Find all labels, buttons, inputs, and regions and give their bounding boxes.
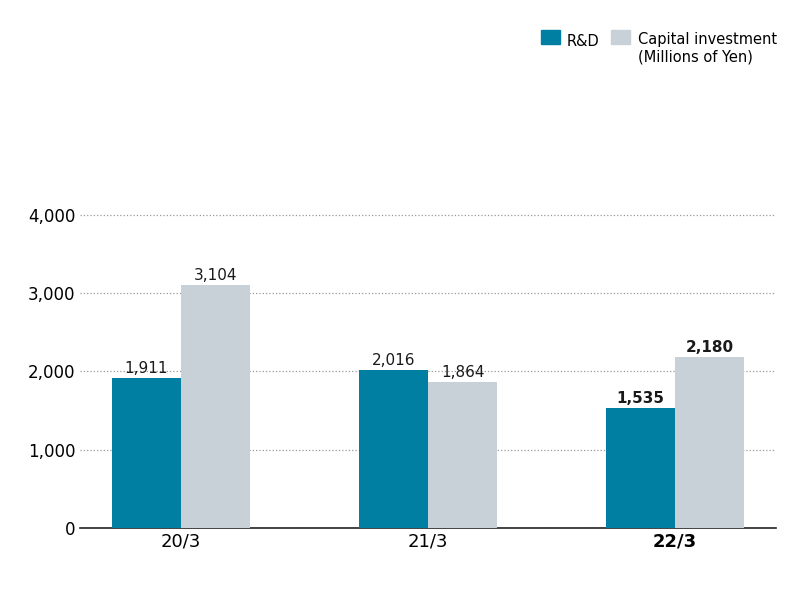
Bar	[675, 358, 744, 528]
Legend: R&D, Capital investment
(Millions of Yen): R&D, Capital investment (Millions of Yen…	[541, 19, 777, 52]
Text: 2,016: 2,016	[372, 353, 415, 368]
Text: 1,535: 1,535	[617, 391, 665, 406]
Bar	[606, 408, 675, 528]
Bar	[112, 379, 181, 528]
Text: 1,864: 1,864	[441, 365, 484, 380]
Bar	[181, 285, 250, 528]
Bar	[358, 370, 428, 528]
Text: 1,911: 1,911	[125, 361, 168, 376]
Bar	[428, 382, 498, 528]
Text: 2,180: 2,180	[686, 340, 734, 355]
Text: 3,104: 3,104	[194, 268, 237, 283]
